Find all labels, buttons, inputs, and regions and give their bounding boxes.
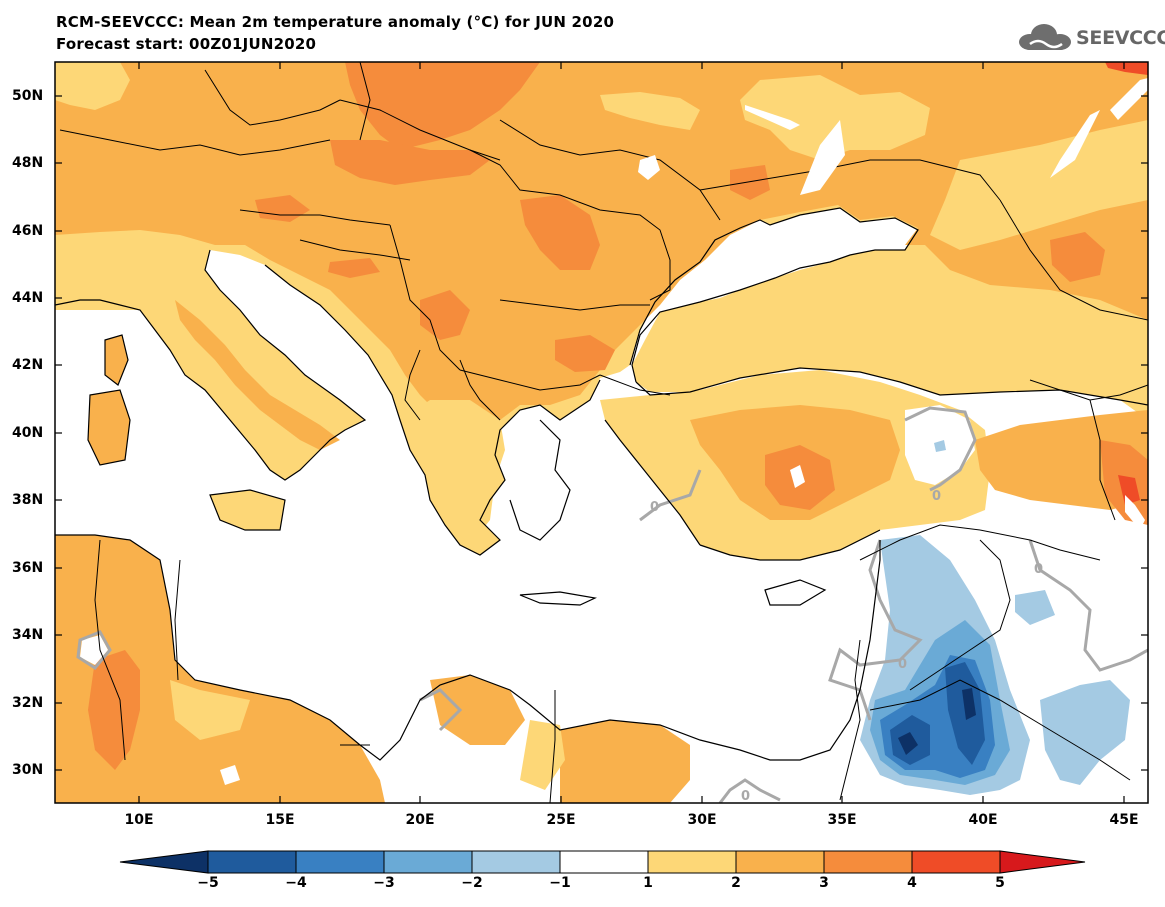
romania-anomaly-3-4 [520, 195, 600, 270]
lat-label-32n: 32N [12, 695, 44, 711]
iraq-anomaly-m1-m2 [1040, 680, 1130, 785]
lat-label-50n: 50N [12, 88, 44, 104]
colorbar-tick-label: −3 [373, 875, 395, 891]
mideast-anomaly-lt-m5 [898, 688, 976, 755]
turkey-m1-spot [934, 440, 946, 452]
north-patch-anomaly-1-2 [600, 92, 700, 130]
longitude-ticks [138, 62, 1125, 803]
lat-label-34n: 34N [12, 627, 44, 643]
coastlines [55, 207, 1148, 761]
poland-anomaly-3-4 [345, 62, 540, 150]
colorbar-tick-label: −4 [285, 875, 307, 891]
lon-label-45e: 45E [1109, 812, 1139, 828]
lat-label-38n: 38N [12, 492, 44, 508]
ne-corner-anomaly-4-5 [1105, 62, 1148, 75]
lon-label-20e: 20E [405, 812, 435, 828]
russia-anomaly-3-4 [1050, 232, 1105, 282]
latitude-ticks [55, 95, 1148, 771]
lat-label-48n: 48N [12, 155, 44, 171]
egypt-anomaly-2-3 [560, 720, 690, 803]
lat-label-42n: 42N [12, 357, 44, 373]
lon-label-30e: 30E [687, 812, 717, 828]
libya-anomaly-1-2 [170, 680, 250, 740]
bulgaria-anomaly-3-4 [555, 335, 615, 372]
egypt-anomaly-1-2 [520, 720, 565, 790]
france-anomaly-1-2 [55, 62, 130, 110]
greece-anomaly-1-2 [400, 400, 505, 545]
contour-label: 0 [1034, 562, 1043, 577]
colorbar-tick-label: 1 [643, 875, 653, 891]
colorbar-tick-label: −5 [197, 875, 219, 891]
colorbar-tick-label: 4 [907, 875, 917, 891]
tunisia-white-spot [80, 635, 108, 665]
ukraine-anomaly-3-4 [730, 165, 770, 200]
sw-russia-anomaly-1-2 [930, 120, 1148, 250]
colorbar-tick-label: 5 [995, 875, 1005, 891]
contour-label: 0 [741, 789, 750, 804]
white-streaks [220, 78, 1148, 785]
north-africa-west-anomaly-2-3 [55, 535, 385, 803]
forecast-start-label: Forecast start: 00Z01JUN2020 [56, 35, 317, 53]
sicily-anomaly-1-2 [210, 490, 285, 530]
syria-anomaly-m1-m2 [1015, 590, 1055, 625]
lat-label-30n: 30N [12, 762, 44, 778]
caucasus-anomaly-4-5 [1118, 475, 1140, 505]
italy-anomaly-2-3 [175, 300, 340, 450]
map-title: RCM-SEEVCCC: Mean 2m temperature anomaly… [56, 13, 615, 31]
lon-label-25e: 25E [546, 812, 576, 828]
colorbar-tick-label: 2 [731, 875, 741, 891]
lat-label-46n: 46N [12, 223, 44, 239]
colorbar-tick-label: −1 [549, 875, 571, 891]
lat-label-36n: 36N [12, 560, 44, 576]
tunisia-anomaly-3-4 [88, 650, 140, 770]
sardinia-anomaly-2-3 [88, 390, 130, 465]
croatia-anomaly-3-4 [328, 258, 380, 278]
europe-anomaly-2-3 [55, 62, 1148, 425]
zero-contour-labels: 0 0 0 0 0 [650, 489, 1043, 804]
colorbar-tick-label: −2 [461, 875, 483, 891]
corsica-anomaly-3-4 [105, 335, 128, 385]
lat-label-40n: 40N [12, 425, 44, 441]
contour-label: 0 [898, 657, 907, 672]
lon-label-40e: 40E [968, 812, 998, 828]
lon-label-35e: 35E [827, 812, 857, 828]
hungary-anomaly-3-4 [330, 140, 490, 185]
lat-label-44n: 44N [12, 290, 44, 306]
zero-contour-lines [76, 406, 1148, 803]
contour-label: 0 [650, 500, 659, 515]
logo-text: SEEVCCC [1076, 27, 1165, 49]
contour-label: 0 [932, 489, 941, 504]
colorbar-tick-label: 3 [819, 875, 829, 891]
seevccc-logo [1019, 24, 1071, 50]
lon-label-10e: 10E [124, 812, 154, 828]
cloud-icon [1019, 24, 1071, 50]
central-europe-anomaly-1-2 [740, 75, 930, 160]
lon-label-15e: 15E [265, 812, 295, 828]
country-borders [59, 62, 1148, 803]
libya-east-anomaly-2-3 [430, 675, 525, 745]
